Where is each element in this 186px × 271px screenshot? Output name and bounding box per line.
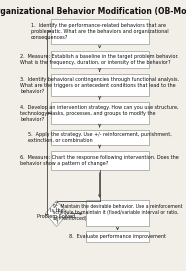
- Text: 5.  Apply the strategy. Use +/- reinforcement, punishment,
extinction, or combin: 5. Apply the strategy. Use +/- reinforce…: [28, 132, 171, 143]
- Text: 6.  Measure: Chart the response following intervention. Does the
behavior show a: 6. Measure: Chart the response following…: [20, 155, 179, 166]
- Text: 9.  Maintain the desirable behavior. Use a reinforcement
schedule to maintain it: 9. Maintain the desirable behavior. Use …: [53, 204, 182, 221]
- Text: 8.  Evaluate performance improvement: 8. Evaluate performance improvement: [69, 234, 166, 239]
- Text: 3.  Identify behavioral contingencies through functional analysis.
What are the : 3. Identify behavioral contingencies thr…: [20, 77, 179, 94]
- FancyBboxPatch shape: [86, 231, 149, 243]
- FancyBboxPatch shape: [51, 74, 149, 96]
- FancyBboxPatch shape: [51, 19, 149, 44]
- FancyBboxPatch shape: [51, 51, 149, 68]
- FancyBboxPatch shape: [51, 151, 149, 170]
- Text: 4.  Develop an intervention strategy. How can you use structure,
technology, tas: 4. Develop an intervention strategy. How…: [20, 105, 179, 122]
- Text: Organizational Behavior Modification (OB-Mod): Organizational Behavior Modification (OB…: [0, 7, 186, 16]
- FancyBboxPatch shape: [51, 130, 149, 145]
- FancyBboxPatch shape: [86, 200, 149, 225]
- Text: 1.  Identify the performance-related behaviors that are
problematic. What are th: 1. Identify the performance-related beha…: [31, 23, 169, 40]
- Text: 7.
Is the
Problem Solved
?: 7. Is the Problem Solved ?: [38, 202, 76, 225]
- Polygon shape: [45, 201, 68, 227]
- Text: 2.  Measure: Establish a baseline in the target problem behavior.
What is the fr: 2. Measure: Establish a baseline in the …: [20, 54, 179, 65]
- FancyBboxPatch shape: [51, 102, 149, 124]
